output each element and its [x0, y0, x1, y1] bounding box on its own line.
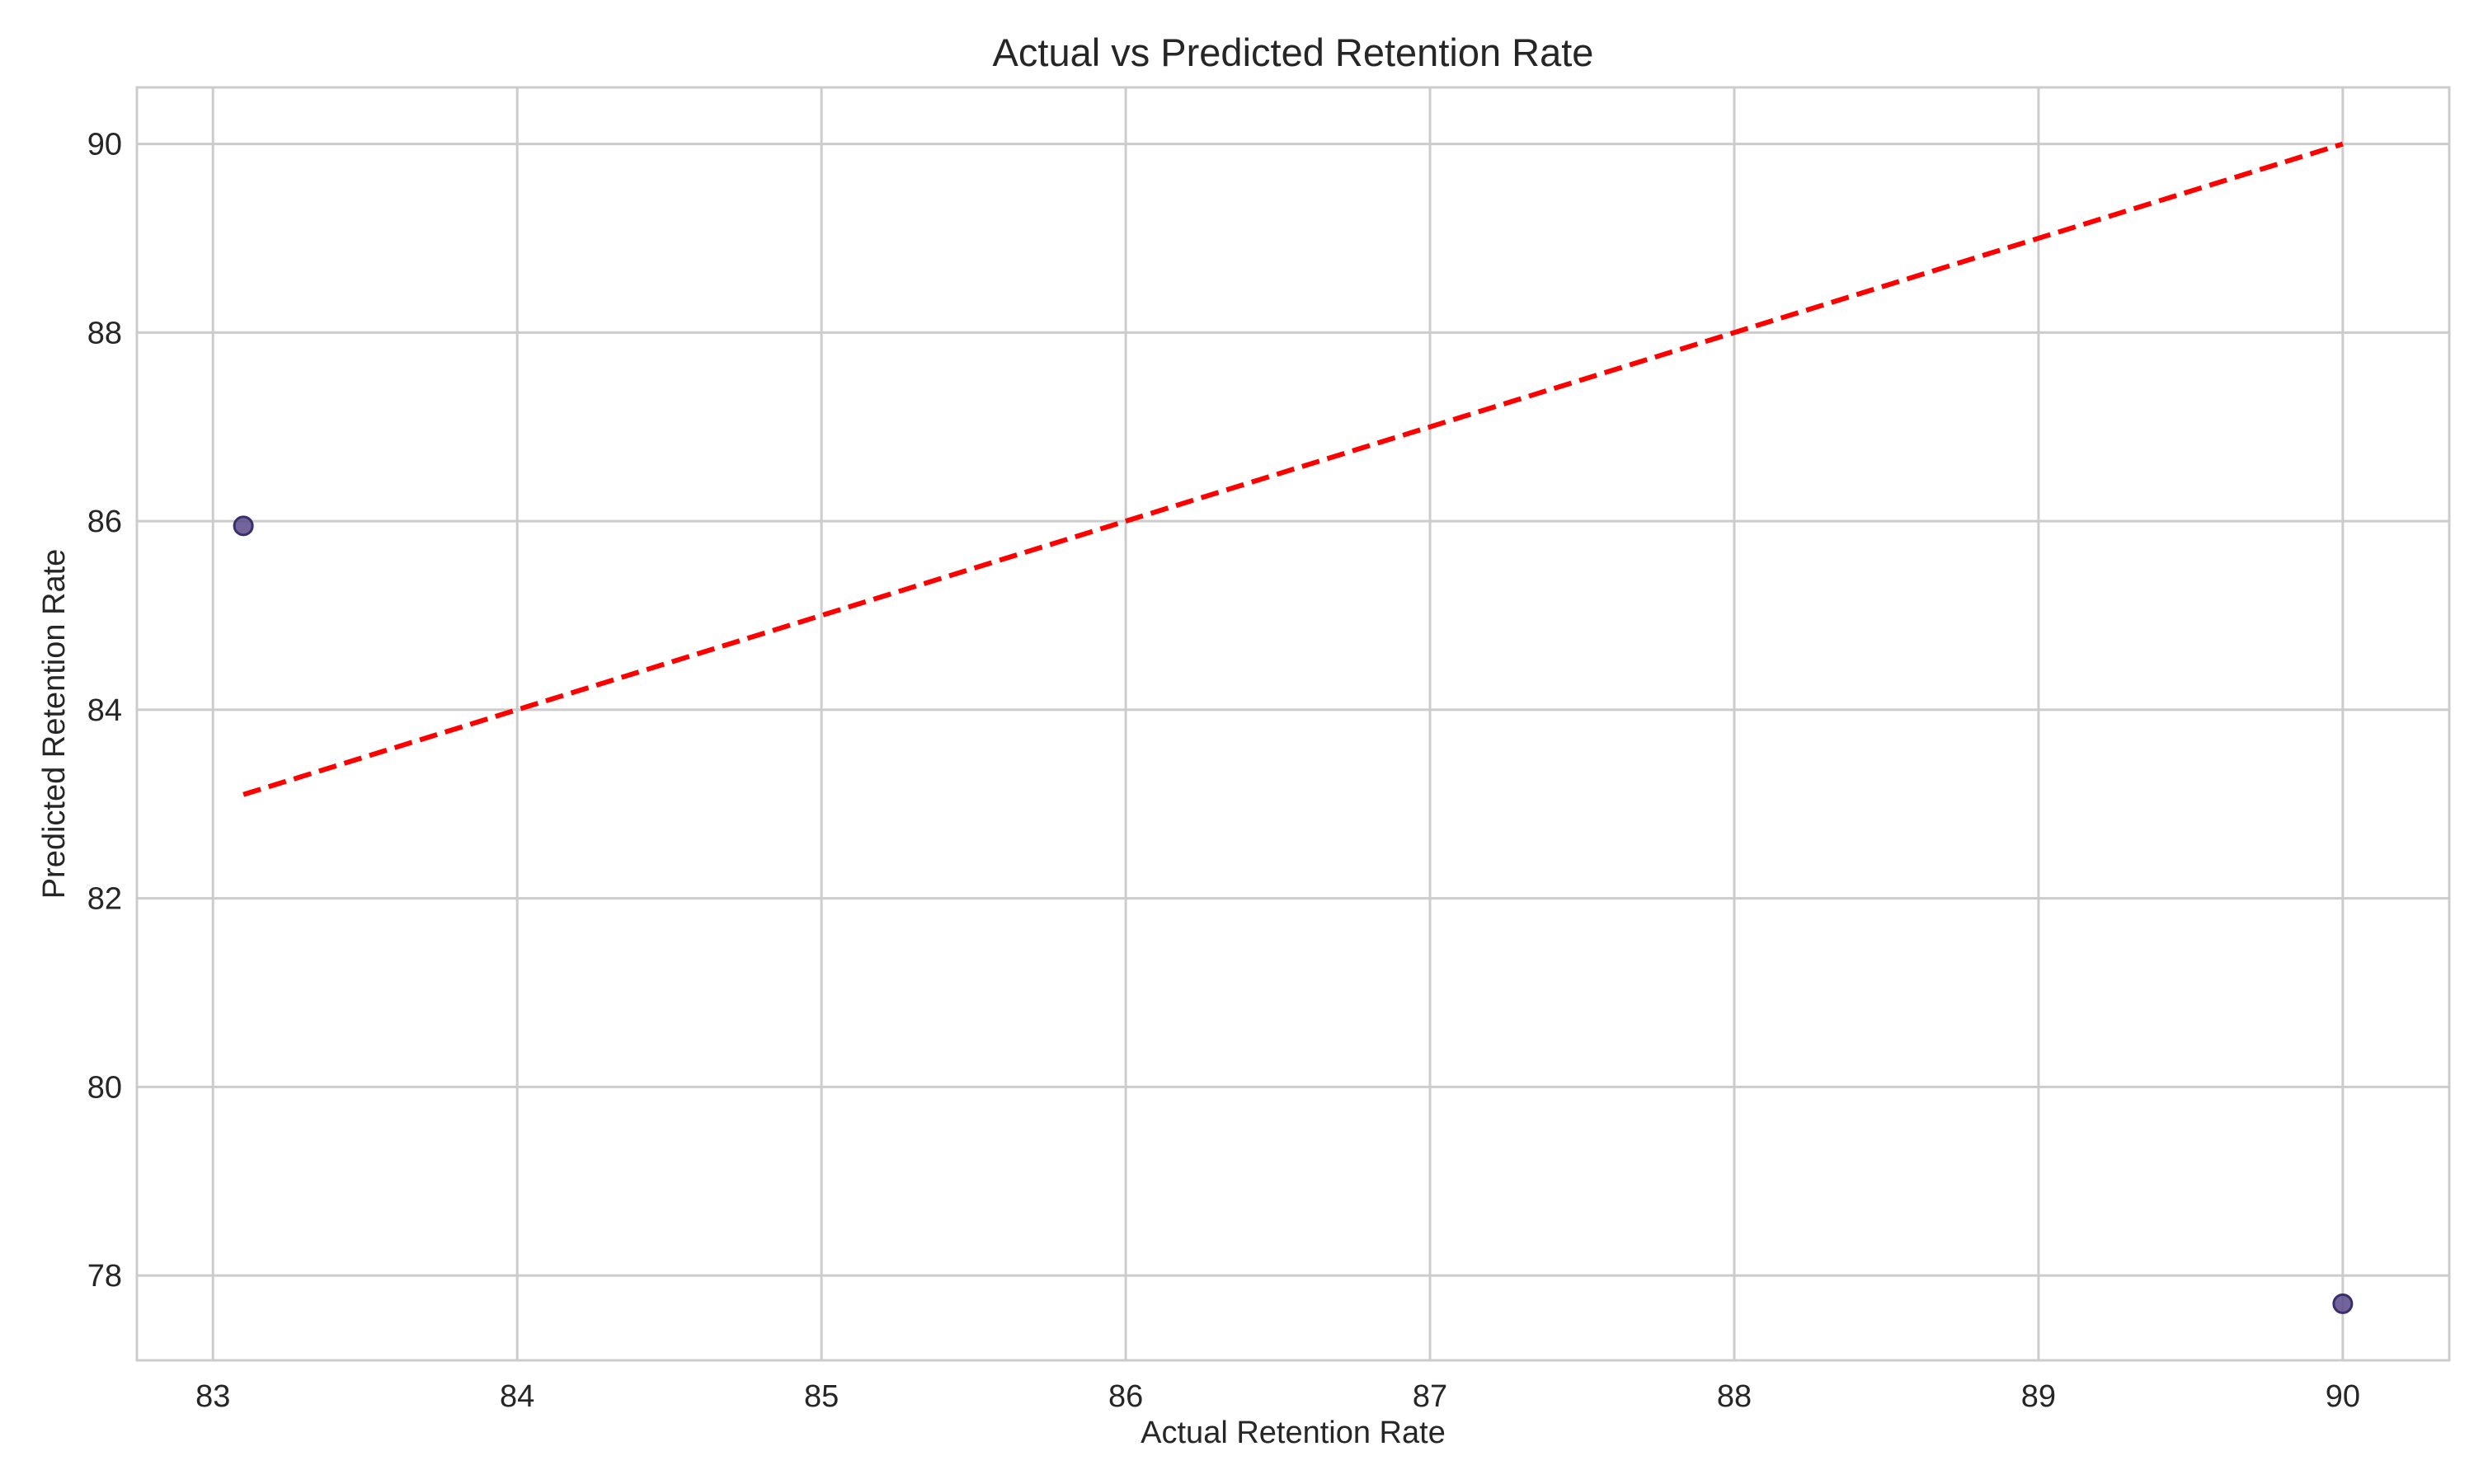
x-tick-label: 85: [804, 1379, 839, 1414]
x-tick-label: 88: [1717, 1379, 1752, 1414]
x-tick-label: 86: [1108, 1379, 1143, 1414]
x-tick-label: 83: [195, 1379, 230, 1414]
y-tick-label: 86: [87, 505, 122, 539]
y-axis-label: Predicted Retention Rate: [37, 549, 72, 899]
reference-line: [242, 141, 2344, 797]
plot-frame: [135, 86, 2451, 1362]
data-points: [233, 515, 2354, 1314]
y-tick-label: 82: [87, 882, 122, 917]
reference-line-group: [242, 141, 2344, 797]
y-tick-label: 84: [87, 693, 122, 728]
y-tick-label: 88: [87, 316, 122, 350]
tick-labels: 83 84 85 86 87 88 89 90 78 80 82 84 86 88 90: [87, 128, 2360, 1414]
data-point: [233, 515, 254, 537]
x-tick-label: 90: [2326, 1379, 2360, 1414]
y-tick-label: 90: [87, 128, 122, 162]
x-tick-label: 84: [500, 1379, 534, 1414]
x-tick-label: 89: [2021, 1379, 2056, 1414]
chart-title: Actual vs Predicted Retention Rate: [993, 31, 1594, 74]
x-tick-label: 87: [1413, 1379, 1447, 1414]
data-point: [2332, 1293, 2354, 1314]
y-tick-label: 80: [87, 1070, 122, 1105]
x-axis-label: Actual Retention Rate: [1141, 1416, 1446, 1450]
y-tick-label: 78: [87, 1259, 122, 1294]
